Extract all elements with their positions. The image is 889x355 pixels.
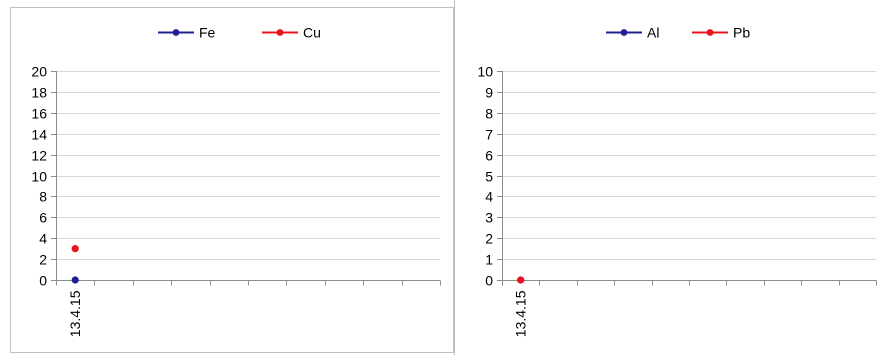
y-tick-label: 0	[39, 273, 47, 289]
y-tick-label: 9	[485, 85, 493, 101]
series-pb	[517, 276, 525, 284]
y-tick-labels: 0 1 2 3 4 5 6 7 8 9 10	[477, 64, 502, 289]
y-tick-label: 4	[39, 231, 47, 247]
data-point	[71, 245, 79, 253]
y-tick-label: 2	[39, 252, 47, 268]
data-point	[71, 276, 79, 284]
y-tick-label: 18	[31, 85, 47, 101]
legend-item-al: Al	[606, 25, 659, 41]
legend: Fe Cu	[158, 25, 321, 41]
y-tick-label: 10	[31, 169, 47, 185]
y-tick-label: 2	[485, 231, 493, 247]
x-tick-label: 13.4.15	[513, 290, 529, 337]
legend-label: Pb	[733, 25, 750, 41]
data-point	[517, 276, 525, 284]
legend-marker	[620, 29, 628, 36]
y-tick-label: 5	[485, 169, 493, 185]
chart-al-pb: 0 1 2 3 4 5 6 7 8 9 10 13.4.15 Al Pb	[454, 0, 877, 355]
legend-item-cu: Cu	[262, 25, 321, 41]
legend-label: Al	[647, 25, 659, 41]
y-tick-label: 4	[485, 189, 493, 205]
gridlines	[502, 71, 876, 260]
y-tick-label: 8	[485, 106, 493, 122]
y-tick-label: 20	[31, 64, 47, 80]
y-tick-label: 10	[477, 64, 493, 80]
y-tick-label: 14	[31, 127, 47, 143]
x-tick-label: 13.4.15	[67, 290, 83, 337]
legend-marker	[706, 29, 714, 36]
y-tick-label: 7	[485, 127, 493, 143]
y-tick-label: 12	[31, 148, 47, 164]
y-tick-label: 1	[485, 252, 493, 268]
series-fe	[71, 276, 79, 284]
chart-fe-cu: 0 2 4 6 8 10 12 14 16 18 20 13.4.15 Fe Cu	[10, 7, 454, 353]
legend-label: Fe	[199, 25, 216, 41]
y-tick-labels: 0 2 4 6 8 10 12 14 16 18 20	[31, 64, 56, 289]
legend-marker	[172, 29, 180, 36]
y-tick-label: 6	[485, 148, 493, 164]
legend-marker	[276, 29, 284, 36]
gridlines	[56, 71, 440, 260]
series-cu	[71, 245, 79, 253]
legend-item-pb: Pb	[692, 25, 750, 41]
chart-frame	[10, 7, 454, 353]
legend-item-fe: Fe	[158, 25, 216, 41]
y-tick-label: 16	[31, 106, 47, 122]
y-tick-label: 3	[485, 210, 493, 226]
y-tick-label: 0	[485, 273, 493, 289]
y-tick-label: 8	[39, 189, 47, 205]
legend: Al Pb	[606, 25, 750, 41]
y-tick-label: 6	[39, 210, 47, 226]
legend-label: Cu	[303, 25, 321, 41]
